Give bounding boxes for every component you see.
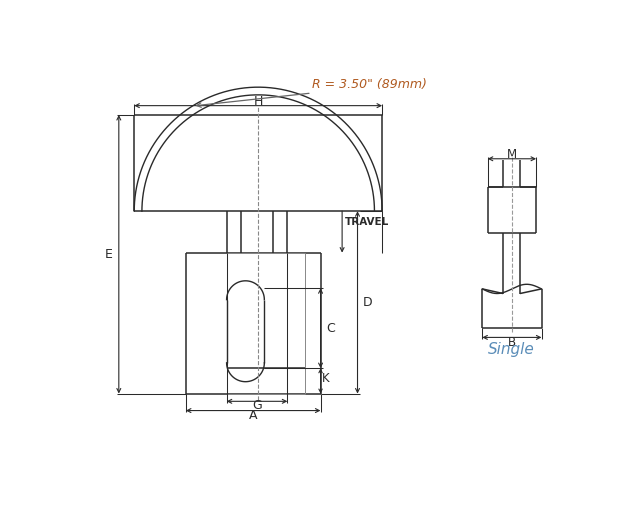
Text: D: D (363, 296, 372, 309)
Text: TRAVEL: TRAVEL (345, 217, 390, 227)
Text: R = 3.50" (89mm): R = 3.50" (89mm) (312, 78, 427, 91)
Text: G: G (252, 400, 262, 413)
Text: K: K (322, 372, 330, 385)
Text: Single: Single (488, 342, 535, 357)
Text: C: C (326, 321, 334, 334)
Text: A: A (249, 408, 257, 421)
Text: B: B (508, 336, 516, 349)
Text: E: E (105, 248, 112, 260)
Text: H: H (254, 94, 263, 107)
Text: M: M (507, 147, 517, 160)
